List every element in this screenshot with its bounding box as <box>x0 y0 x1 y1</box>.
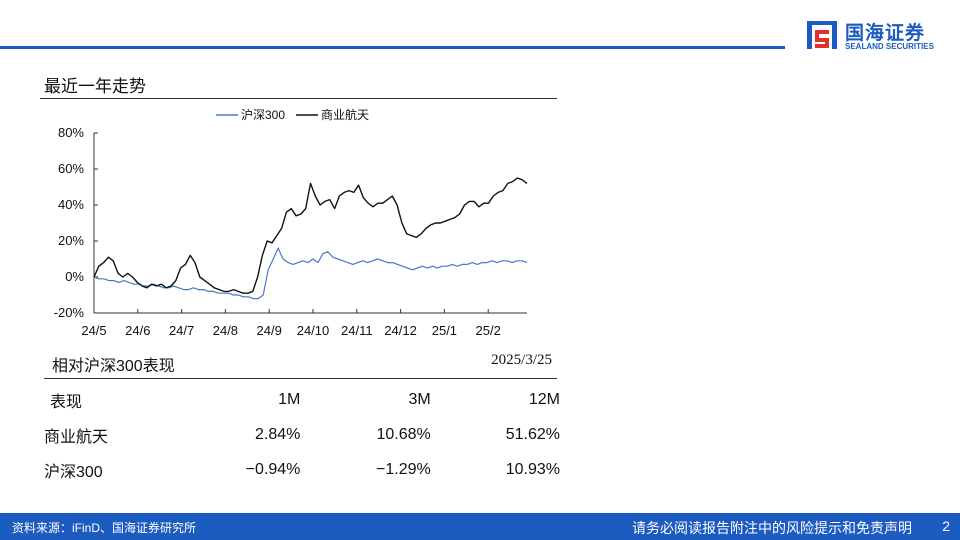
y-tick-label: 80% <box>58 125 84 140</box>
brand-logo: 国海证券 SEALAND SECURITIES <box>805 18 945 54</box>
legend-label: 商业航天 <box>321 107 369 122</box>
performance-date: 2025/3/25 <box>491 352 552 368</box>
x-tick-label: 24/6 <box>125 323 150 338</box>
table-header-cell: 3M <box>408 390 431 408</box>
x-tick-label: 25/2 <box>476 323 501 338</box>
footer-disclaimer: 请务必阅读报告附注中的风险提示和免责声明 <box>632 520 912 536</box>
table-cell-name: 商业航天 <box>44 428 109 446</box>
table-header-row: 表现 1M 3M 12M <box>44 382 560 417</box>
table-cell-name: 沪深300 <box>44 463 103 481</box>
table-row: 商业航天 2.84% 10.68% 51.62% <box>44 417 560 452</box>
y-tick-label: 60% <box>58 161 84 176</box>
trend-line-chart: 80% 60% 40% 20% 0% -20% 24/5 24/6 24/7 24/8 24/9 24… <box>54 107 528 338</box>
sealand-logo-icon <box>807 21 837 49</box>
y-tick-label: 0% <box>65 269 84 284</box>
x-tick-label: 24/7 <box>169 323 194 338</box>
legend-label: 沪深300 <box>241 108 285 122</box>
performance-title: 相对沪深300表现 <box>52 358 175 375</box>
y-tick-label: 20% <box>58 233 84 248</box>
x-tick-label: 25/1 <box>432 323 457 338</box>
section-title: 最近一年走势 <box>44 77 146 96</box>
table-header-cell: 表现 <box>50 393 83 411</box>
x-tick-label: 24/8 <box>213 323 238 338</box>
y-tick-label: 40% <box>58 197 84 212</box>
table-row: 沪深300 −0.94% −1.29% 10.93% <box>44 452 560 487</box>
table-cell: −0.94% <box>245 460 301 478</box>
performance-table: 表现 1M 3M 12M 商业航天 2.84% 10.68% 51.62% 沪深… <box>44 382 560 487</box>
y-tick-label: -20% <box>54 305 85 320</box>
table-cell: 51.62% <box>505 425 560 443</box>
table-cell: 10.68% <box>376 425 431 443</box>
x-tick-label: 24/9 <box>257 323 282 338</box>
table-header-cell: 1M <box>278 390 301 408</box>
footer-bar: 资料来源：iFinD、国海证券研究所 请务必阅读报告附注中的风险提示和免责声明 … <box>0 513 960 540</box>
x-tick-label: 24/10 <box>297 323 330 338</box>
performance-rule <box>44 378 557 379</box>
page-number: 2 <box>942 518 950 534</box>
x-tick-label: 24/12 <box>384 323 417 338</box>
section-title-rule <box>40 98 557 99</box>
table-cell: −1.29% <box>376 460 431 478</box>
table-header-cell: 12M <box>528 390 560 408</box>
series-line-hs300 <box>93 247 528 300</box>
series-line-commercial-space <box>93 177 528 294</box>
x-tick-label: 24/5 <box>81 323 106 338</box>
table-cell: 2.84% <box>254 425 301 443</box>
brand-name-cn: 国海证券 <box>845 23 926 44</box>
brand-name-en: SEALAND SECURITIES <box>845 42 934 51</box>
footer-source: 资料来源：iFinD、国海证券研究所 <box>12 521 197 535</box>
table-cell: 10.93% <box>505 460 560 478</box>
x-tick-label: 24/11 <box>341 323 373 338</box>
header-rule <box>0 46 785 49</box>
